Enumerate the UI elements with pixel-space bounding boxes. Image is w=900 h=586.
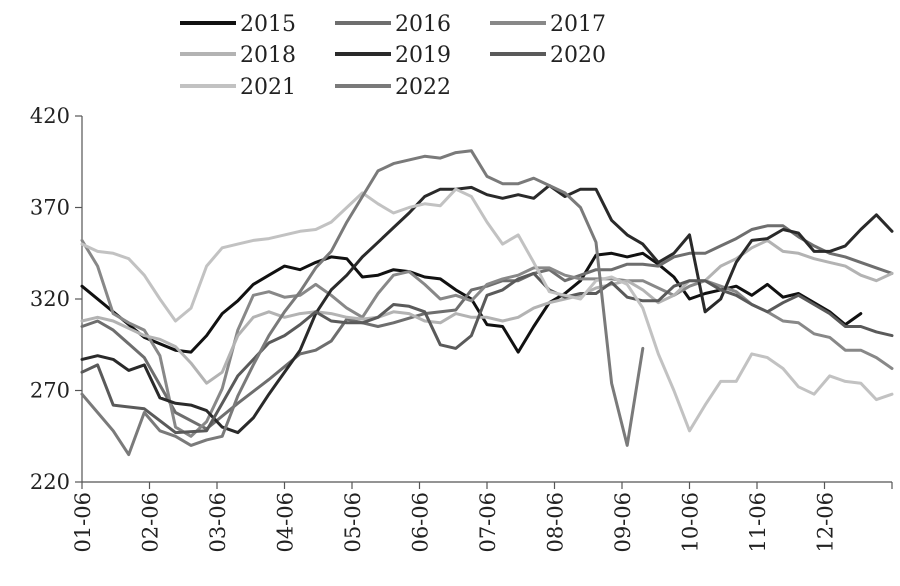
- x-tick-label: 01-06: [71, 492, 95, 553]
- legend-label: 2020: [550, 43, 606, 68]
- legend-label: 2018: [240, 43, 296, 68]
- series-line-2019: [80, 184, 894, 435]
- y-tick-label: 370: [30, 196, 70, 220]
- x-tick-label: 02-06: [139, 492, 163, 553]
- legend-item-2016: 2016: [335, 12, 451, 37]
- legend-item-2022: 2022: [335, 75, 451, 100]
- legend-item-2019: 2019: [335, 43, 451, 68]
- plot-series: [80, 149, 894, 457]
- legend-item-2017: 2017: [490, 12, 606, 37]
- x-tick-label: 07-06: [476, 492, 500, 553]
- x-tick-label: 03-06: [206, 492, 230, 553]
- series-line-2022: [80, 149, 645, 457]
- y-axis-ticks: 220 270 320 370 420: [30, 104, 82, 494]
- x-tick-label: 09-06: [611, 492, 635, 553]
- y-tick-label: 320: [30, 287, 70, 311]
- y-tick-label: 270: [30, 379, 70, 403]
- legend-label: 2019: [395, 43, 451, 68]
- legend: 2015 2016 2017 2018 2019 2020 2021 2022: [180, 12, 606, 100]
- y-tick-label: 220: [30, 470, 70, 494]
- x-tick-label: 10-06: [679, 492, 703, 553]
- series-line-2015: [80, 251, 863, 354]
- legend-item-2018: 2018: [180, 43, 296, 68]
- x-tick-label: 11-06: [746, 492, 770, 553]
- x-tick-label: 08-06: [544, 492, 568, 553]
- legend-label: 2022: [395, 75, 451, 100]
- x-tick-label: 12-06: [814, 492, 838, 553]
- legend-label: 2017: [550, 12, 606, 37]
- x-axis-ticks: 01-06 02-06 03-06 04-06 05-06 06-06 07-06 08-06…: [71, 482, 893, 553]
- series-line-2016: [80, 224, 894, 431]
- legend-item-2020: 2020: [490, 43, 606, 68]
- series-line-2020: [80, 271, 894, 435]
- series-line-2018: [80, 238, 894, 385]
- legend-label: 2021: [240, 75, 296, 100]
- legend-label: 2015: [240, 12, 296, 37]
- x-tick-label: 06-06: [409, 492, 433, 553]
- legend-item-2021: 2021: [180, 75, 296, 100]
- legend-label: 2016: [395, 12, 451, 37]
- x-tick-label: 05-06: [341, 492, 365, 553]
- series-line-2021: [80, 187, 894, 433]
- legend-item-2015: 2015: [180, 12, 296, 37]
- y-tick-label: 420: [30, 104, 70, 128]
- x-tick-label: 04-06: [274, 492, 298, 553]
